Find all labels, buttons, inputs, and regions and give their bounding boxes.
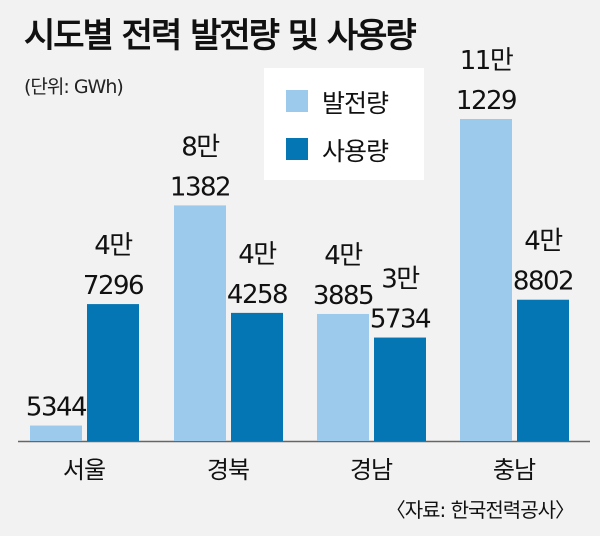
data-label: 5344 [26, 393, 87, 423]
data-label: 4만 [524, 227, 562, 257]
data-label: 1382 [170, 172, 230, 202]
data-label: 7296 [83, 271, 143, 301]
data-label: 11만 [460, 46, 513, 76]
data-label: 8802 [513, 267, 573, 297]
data-label: 1229 [456, 86, 516, 116]
data-label: 4만 [238, 240, 276, 270]
legend-swatch-consumption [286, 138, 308, 160]
source-note: 〈자료: 한국전력공사〉 [385, 498, 575, 522]
data-label: 3만 [381, 265, 419, 295]
bar-consumption [231, 312, 283, 441]
data-label: 8만 [181, 132, 219, 162]
data-label: 3885 [313, 281, 373, 311]
legend-label-generation: 발전량 [322, 89, 389, 118]
legend-label-consumption: 사용량 [322, 137, 389, 166]
x-tick-label: 충남 [493, 456, 536, 484]
data-label: 4258 [227, 280, 287, 310]
bar-consumption [517, 299, 569, 441]
bar-generation [460, 119, 512, 441]
unit-label: (단위: GWh) [24, 76, 124, 98]
chart-title: 시도별 전력 발전량 및 사용량 [24, 16, 417, 56]
data-label: 5734 [370, 305, 431, 335]
bar-consumption [374, 337, 426, 441]
x-tick-label: 서울 [63, 456, 105, 484]
bar-consumption [87, 304, 139, 441]
data-label: 4만 [324, 241, 362, 271]
x-tick-label: 경북 [207, 456, 249, 484]
legend: 발전량 사용량 [264, 68, 424, 180]
bar-generation [30, 425, 82, 441]
legend-swatch-generation [286, 90, 308, 112]
x-tick-label: 경남 [350, 456, 393, 484]
bar-generation [174, 205, 226, 441]
bar-generation [317, 313, 369, 441]
data-label: 4만 [94, 231, 132, 261]
